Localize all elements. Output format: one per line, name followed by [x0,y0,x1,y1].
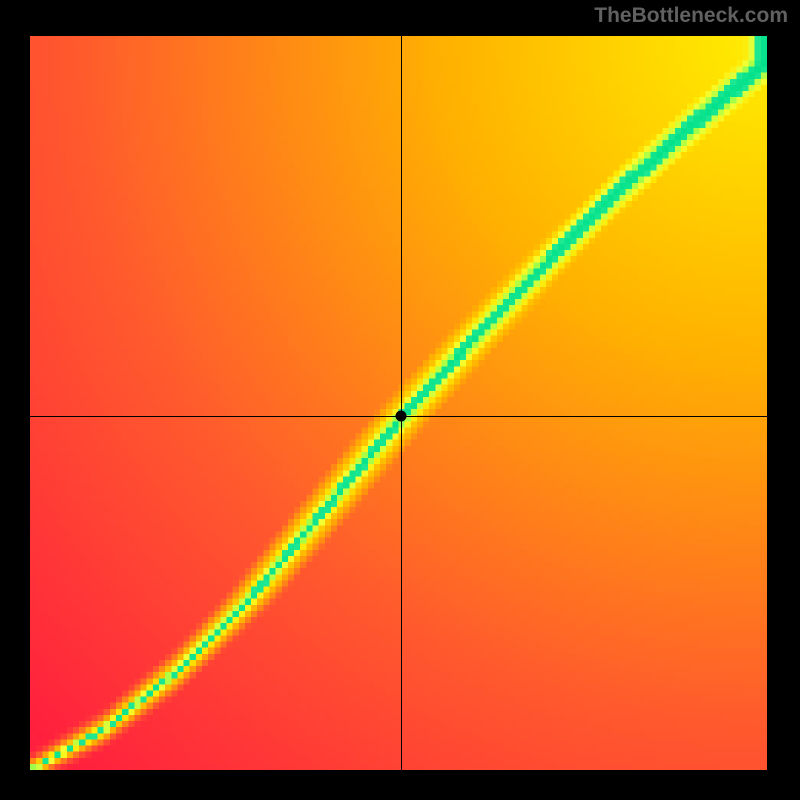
chart-container: { "watermark": { "text": "TheBottleneck.… [0,0,800,800]
watermark-text: TheBottleneck.com [594,4,788,28]
crosshair-vertical-line [401,36,402,770]
bottleneck-heatmap [30,36,767,770]
crosshair-marker-dot [396,411,407,422]
